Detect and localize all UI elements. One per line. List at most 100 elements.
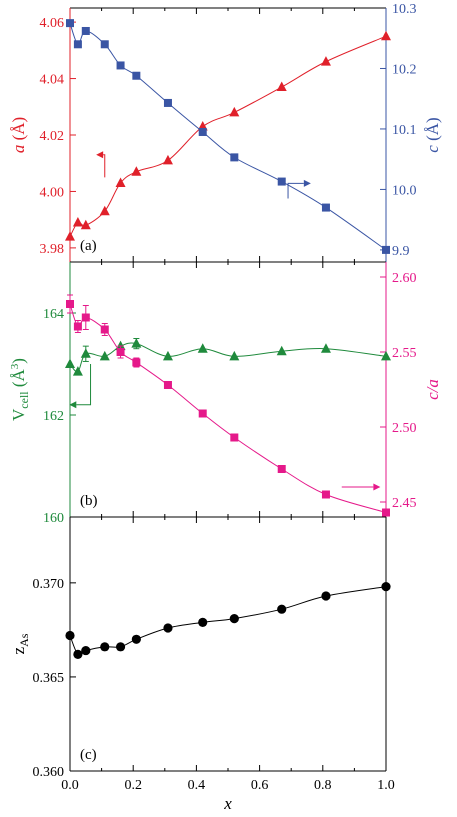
data-point-black — [100, 642, 110, 652]
right-axis-title-var: c/a — [423, 379, 442, 400]
data-point-red — [162, 154, 173, 165]
data-point-magenta — [163, 381, 172, 389]
data-point-blue — [321, 203, 330, 212]
panel-label: (b) — [80, 493, 98, 509]
x-tick-label: 0.8 — [314, 778, 332, 793]
data-point-red — [115, 177, 126, 187]
left-tick-label: 164 — [43, 307, 64, 322]
left-tick-label: 4.02 — [40, 129, 65, 144]
data-point-blue — [66, 19, 74, 28]
left-axis-title-unit: (Å — [9, 368, 28, 391]
data-point-black — [381, 582, 391, 592]
data-point-blue — [100, 40, 109, 49]
data-point-magenta — [116, 348, 125, 356]
x-tick-label: 0.6 — [251, 778, 269, 793]
data-point-green — [72, 366, 83, 376]
data-point-magenta — [73, 322, 82, 331]
x-tick-label: 0.4 — [188, 778, 206, 793]
right-tick-label: 10.0 — [392, 183, 417, 198]
data-point-red — [99, 205, 110, 216]
right-axis-title: c/a — [423, 379, 442, 400]
axis-indicator-arrowhead-magenta — [373, 483, 381, 491]
data-point-black — [163, 623, 173, 633]
left-tick-label: 4.06 — [40, 16, 65, 31]
right-tick-label: 2.55 — [392, 346, 417, 361]
right-tick-label: 2.60 — [392, 271, 417, 286]
data-point-black — [229, 614, 239, 624]
data-point-blue — [132, 71, 141, 80]
data-point-blue — [198, 127, 207, 136]
data-point-green — [276, 345, 287, 356]
data-point-green — [381, 350, 391, 361]
data-point-red — [131, 166, 142, 176]
left-axis-title-var: z — [9, 646, 28, 654]
left-axis-title-close: ) — [9, 358, 28, 364]
series-line-magenta — [69, 303, 387, 513]
data-point-blue — [277, 177, 286, 186]
data-point-green — [320, 343, 331, 353]
series-line-blue — [69, 22, 387, 251]
x-tick-label: 0.0 — [61, 778, 79, 793]
data-point-magenta — [100, 325, 109, 334]
left-tick-label: 3.98 — [40, 242, 65, 257]
axis-indicator-arrow-red — [103, 154, 106, 178]
left-tick-label: 4.00 — [40, 185, 65, 200]
data-point-magenta — [66, 300, 74, 308]
data-point-black — [131, 634, 141, 644]
data-point-red — [65, 231, 75, 241]
data-point-green — [131, 338, 142, 348]
data-point-black — [73, 649, 83, 659]
right-tick-label: 10.1 — [392, 123, 417, 138]
data-point-green — [229, 350, 240, 361]
left-tick-label: 160 — [43, 511, 64, 526]
right-tick-label: 10.2 — [392, 62, 417, 77]
data-point-green — [162, 350, 173, 361]
data-point-blue — [116, 61, 125, 70]
data-point-red — [229, 106, 240, 117]
data-point-red — [72, 216, 83, 227]
data-point-magenta — [321, 490, 330, 499]
left-axis-title-sub: cell — [17, 391, 31, 409]
axis-indicator-arrowhead-green — [69, 401, 77, 409]
data-point-black — [198, 617, 208, 627]
data-point-blue — [81, 26, 90, 35]
left-axis-title-var: a — [9, 145, 28, 154]
data-point-black — [321, 591, 331, 601]
left-tick-label: 162 — [43, 409, 64, 424]
data-point-magenta — [132, 358, 141, 367]
right-axis-title-var: c — [423, 145, 442, 153]
panel-label: (a) — [80, 238, 97, 254]
axis-indicator-arrow-blue — [287, 182, 304, 199]
data-point-green — [99, 350, 110, 361]
left-axis-title-sup: 3 — [9, 363, 21, 369]
x-axis-title: x — [223, 794, 232, 813]
axis-indicator-arrow-green — [76, 364, 92, 406]
data-point-red — [80, 219, 91, 230]
left-axis-title: zAs — [9, 633, 31, 654]
data-point-black — [81, 645, 91, 656]
data-point-blue — [73, 40, 82, 49]
left-tick-label: 0.370 — [33, 577, 65, 592]
left-axis-title: a (Å) — [9, 117, 28, 153]
data-point-blue — [382, 245, 390, 254]
data-point-green — [197, 343, 208, 353]
left-axis-title-var: V — [9, 408, 28, 421]
right-axis-title-unit: (Å) — [423, 117, 442, 145]
left-axis-title: Vcell (Å3) — [9, 358, 31, 421]
data-point-blue — [230, 153, 239, 162]
data-point-magenta — [230, 433, 239, 442]
data-point-magenta — [382, 508, 390, 517]
data-point-green — [80, 348, 91, 358]
data-point-black — [115, 642, 126, 652]
right-tick-label: 2.50 — [392, 421, 417, 436]
data-point-magenta — [81, 313, 90, 322]
right-axis-title: c (Å) — [423, 117, 442, 152]
data-point-red — [381, 30, 391, 41]
panel-label: (c) — [80, 747, 97, 763]
data-point-magenta — [277, 465, 286, 473]
data-point-blue — [163, 98, 172, 107]
data-point-red — [276, 81, 287, 92]
x-tick-label: 1.0 — [377, 778, 395, 793]
data-point-green — [115, 340, 126, 351]
